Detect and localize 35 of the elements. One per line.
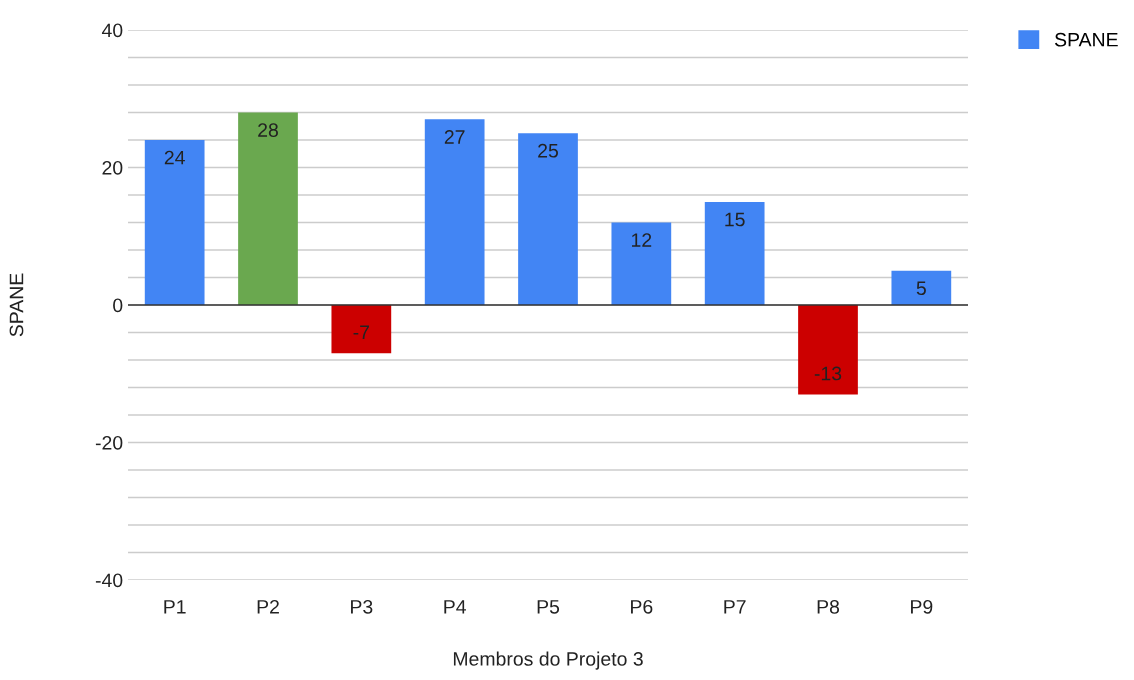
data-label: 24	[164, 150, 185, 165]
bar	[331, 305, 392, 354]
y-tick-label: -40	[95, 573, 123, 588]
bar	[611, 222, 672, 305]
data-label: 5	[916, 281, 926, 296]
x-tick-label: P5	[537, 600, 560, 614]
data-label: -7	[353, 325, 369, 339]
data-label: 27	[444, 130, 465, 144]
data-label: -13	[814, 366, 842, 381]
bar	[798, 305, 858, 395]
bar	[238, 112, 298, 305]
y-tick-label: -20	[95, 435, 123, 450]
x-tick-label: P3	[351, 599, 373, 614]
x-tick-label: P6	[631, 599, 653, 614]
bar	[891, 270, 952, 305]
x-tick-label: P1	[164, 600, 186, 614]
y-tick-label: 20	[102, 160, 123, 175]
y-axis-title: SPANE	[9, 273, 24, 337]
legend-label: SPANE	[1054, 32, 1118, 47]
x-tick-label: P4	[444, 600, 466, 614]
x-tick-label: P8	[817, 599, 840, 614]
y-tick-label: 0	[113, 298, 123, 313]
bar	[704, 201, 765, 305]
bar	[518, 133, 578, 305]
data-label: 28	[258, 123, 278, 137]
y-tick-label: 40	[101, 23, 123, 38]
data-label: 15	[725, 212, 745, 227]
x-tick-label: P9	[911, 599, 933, 614]
data-label: 12	[632, 233, 652, 247]
bar	[144, 140, 205, 305]
x-tick-label: P7	[724, 600, 746, 614]
x-tick-label: P2	[257, 599, 279, 614]
data-label: 25	[538, 143, 558, 158]
x-axis-title: Membros do Projeto 3	[453, 651, 643, 670]
bar	[424, 119, 485, 305]
